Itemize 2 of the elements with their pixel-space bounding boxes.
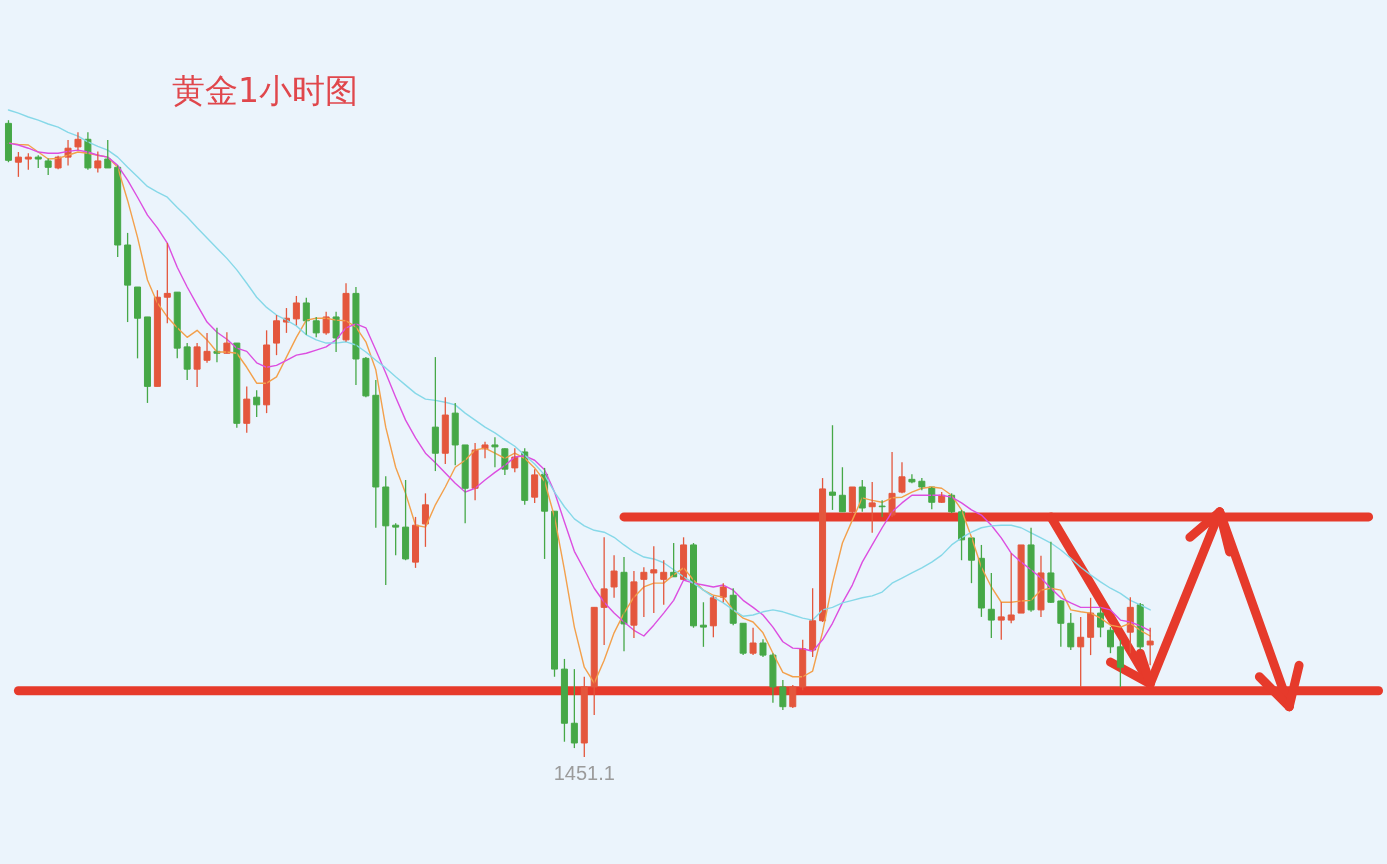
chart-title: 黄金1小时图: [172, 71, 358, 111]
annotation: 1451.1: [553, 762, 615, 784]
